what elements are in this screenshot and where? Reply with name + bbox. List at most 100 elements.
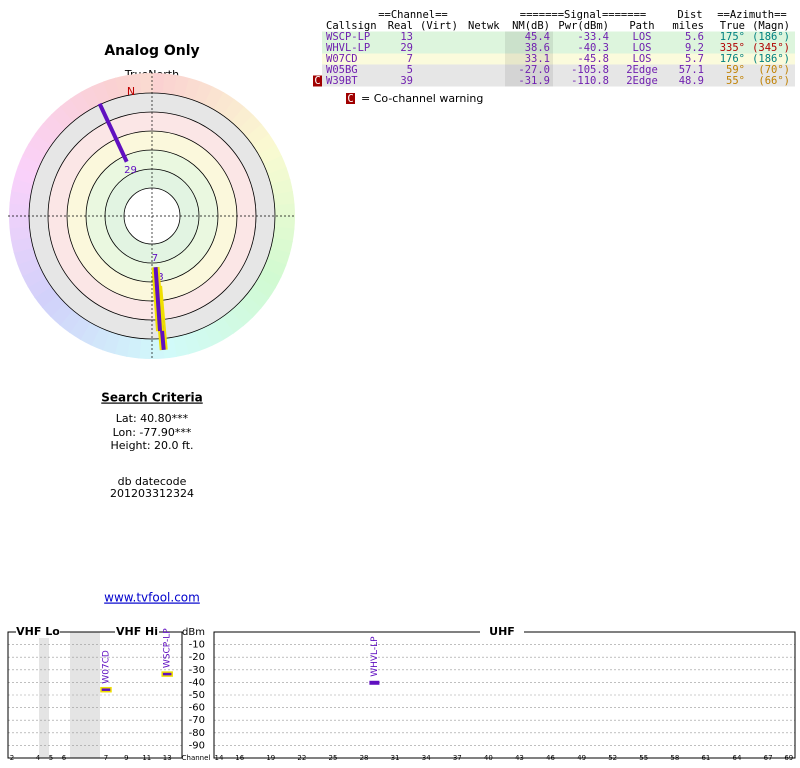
- radar-title: Analog Only: [104, 43, 199, 59]
- x-tick-label: 25: [328, 754, 337, 762]
- cell: 5.6: [685, 31, 704, 43]
- column-header: Real: [388, 20, 413, 32]
- cell: 9.2: [685, 42, 704, 54]
- column-header: Callsign: [326, 20, 377, 32]
- station-label: 7: [152, 253, 158, 264]
- marker: [369, 680, 380, 685]
- group-header: ==Azimuth==: [717, 9, 787, 21]
- radar: N29137: [8, 72, 296, 360]
- spectrum: -10-20 -30-40 -50 -60-70 -80-90 dBm Channel VHF…: [7, 625, 796, 762]
- nm-shade: [505, 42, 553, 54]
- x-tick-label: 7: [104, 754, 108, 762]
- y-tick-label: -30: [189, 665, 205, 676]
- cell: 59°: [726, 64, 745, 76]
- row-bg: [322, 64, 795, 76]
- cell: WHVL-LP: [326, 42, 370, 54]
- x-tick-label: 34: [422, 754, 431, 762]
- x-tick-label: 11: [142, 754, 151, 762]
- station-label: 29: [124, 165, 137, 176]
- x-tick-label: 14: [215, 754, 224, 762]
- band-title: VHF Lo: [16, 625, 60, 638]
- x-tick-label: 31: [391, 754, 400, 762]
- y-tick-label: -70: [189, 715, 205, 726]
- y-tick-label: -40: [189, 677, 205, 688]
- cell: W07CD: [326, 53, 358, 65]
- y-tick-label: -90: [189, 740, 205, 751]
- x-tick-label: 61: [701, 754, 710, 762]
- cell: 29: [400, 42, 413, 54]
- station-line: [97, 102, 129, 163]
- cell: -40.3: [577, 42, 609, 54]
- column-header: Netwk: [468, 20, 500, 32]
- y-tick-label: -20: [189, 652, 205, 663]
- cell: -110.8: [571, 75, 609, 87]
- x-tick-label: 9: [124, 754, 128, 762]
- marker-label: WHVL-LP: [370, 636, 380, 677]
- column-header: Pwr(dBm): [558, 20, 609, 32]
- x-tick-label: 37: [453, 754, 462, 762]
- band-title: UHF: [489, 625, 515, 638]
- x-tick-label: 69: [784, 754, 793, 762]
- y-tick-label: -60: [189, 703, 205, 714]
- cell: 176°: [720, 53, 745, 65]
- lon: Lon: -77.90***: [113, 426, 192, 439]
- y-label: dBm: [182, 627, 205, 638]
- column-header: NM(dB): [512, 20, 550, 32]
- nm-shade: [505, 75, 553, 87]
- cell: LOS: [633, 31, 652, 43]
- link[interactable]: www.tvfool.com: [104, 591, 200, 605]
- x-tick-label: 19: [266, 754, 275, 762]
- x-tick-label: 58: [670, 754, 679, 762]
- height: Height: 20.0 ft.: [110, 439, 193, 452]
- legend-text: = Co-channel warning: [361, 92, 483, 105]
- x-tick-label: 52: [608, 754, 617, 762]
- legend-symbol: C: [347, 93, 353, 105]
- cell: (345°): [752, 42, 790, 54]
- x-tick-label: 22: [297, 754, 306, 762]
- x-tick-label: 6: [62, 754, 67, 762]
- cell: 55°: [726, 75, 745, 87]
- x-tick-label: 13: [163, 754, 172, 762]
- cell: -45.8: [577, 53, 609, 65]
- x-tick-label: 16: [235, 754, 244, 762]
- cell: (66°): [758, 75, 790, 87]
- nm-shade: [505, 31, 553, 43]
- cell: (186°): [752, 53, 790, 65]
- cell: 7: [407, 53, 413, 65]
- x-tick-label: 46: [546, 754, 555, 762]
- db-label: db datecode: [118, 475, 187, 488]
- db-code: 201203312324: [110, 487, 194, 500]
- cell: (186°): [752, 31, 790, 43]
- marker: [100, 686, 112, 693]
- cell: 5: [407, 64, 413, 76]
- x-tick-label: 40: [484, 754, 493, 762]
- marker-label: WSCP-LP: [163, 628, 173, 668]
- cell: LOS: [633, 42, 652, 54]
- x-tick-label: 28: [360, 754, 369, 762]
- column-header: miles: [672, 20, 704, 32]
- group-header: Dist: [677, 9, 702, 21]
- group-header: ==Channel==: [378, 9, 448, 21]
- x-tick-label: 5: [49, 754, 53, 762]
- x-label: Channel: [182, 754, 211, 762]
- cell: (70°): [758, 64, 790, 76]
- cell: 5.7: [685, 53, 704, 65]
- cell: 2Edge: [626, 64, 658, 76]
- y-tick-label: -10: [189, 640, 205, 651]
- lat: Lat: 40.80***: [116, 412, 189, 425]
- north-mark: N: [127, 85, 135, 98]
- row-bg: [322, 75, 795, 87]
- column-header: (Virt): [420, 20, 458, 32]
- station-line: [153, 267, 163, 332]
- column-header: (Magn): [752, 20, 790, 32]
- cell: 33.1: [525, 53, 550, 65]
- cell: 45.4: [525, 31, 550, 43]
- y-tick-label: -80: [189, 728, 205, 739]
- x-tick-label: 4: [36, 754, 41, 762]
- cell: 57.1: [679, 64, 704, 76]
- cell: LOS: [633, 53, 652, 65]
- band-bg: [16, 626, 60, 638]
- row-bg: [322, 31, 795, 43]
- marker: [161, 671, 173, 677]
